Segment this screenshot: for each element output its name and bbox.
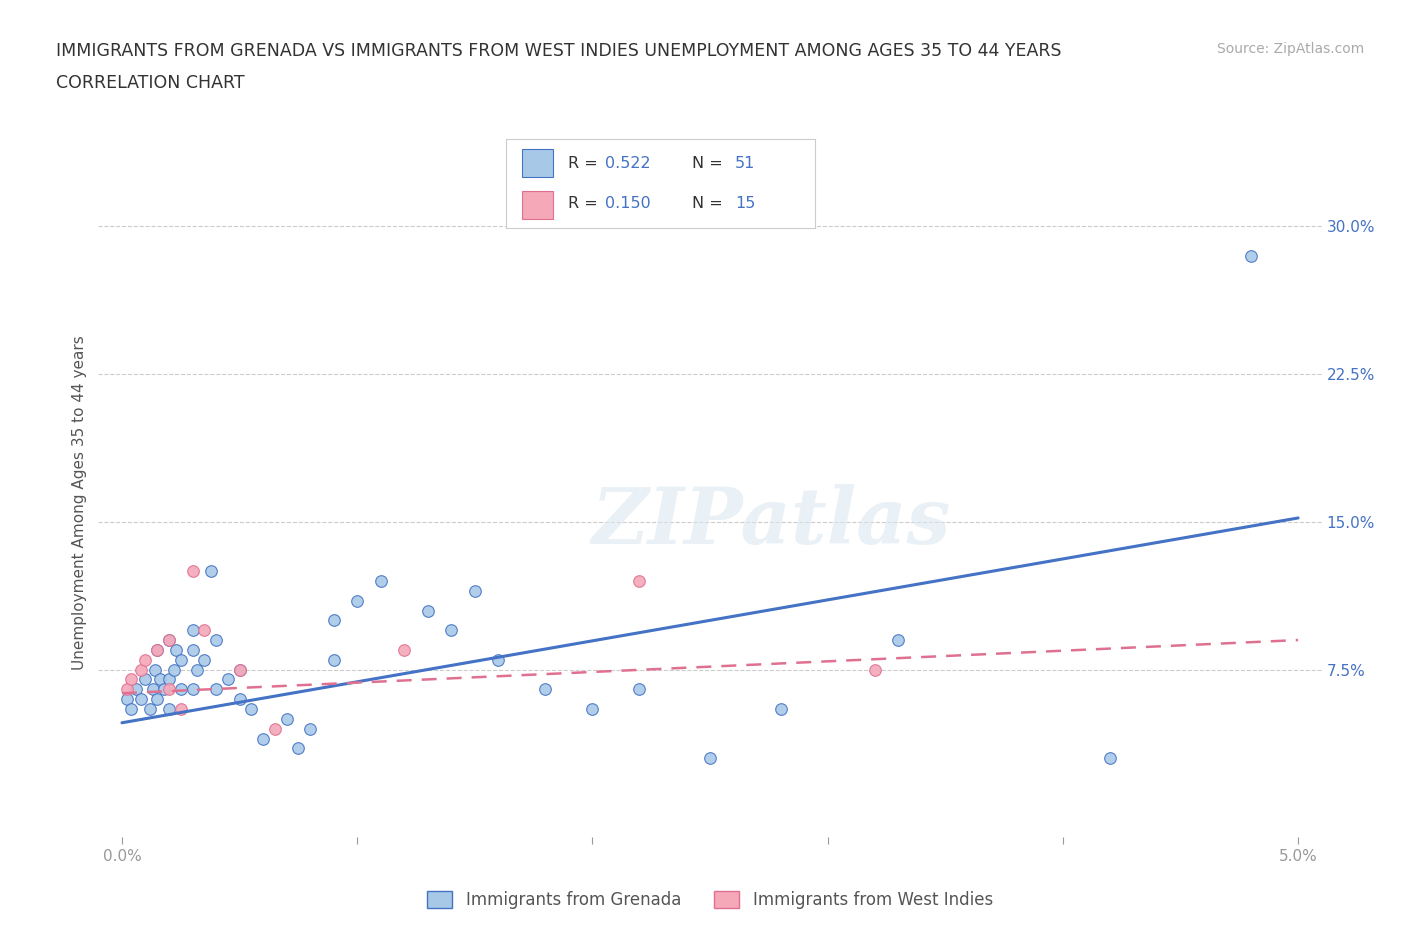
- Point: [120, 672, 142, 687]
- Point: [1098, 751, 1121, 765]
- Point: [322, 613, 344, 628]
- Point: [240, 701, 263, 716]
- Point: [276, 711, 298, 726]
- Point: [252, 731, 274, 746]
- Point: [205, 632, 228, 647]
- Point: [287, 741, 309, 756]
- Point: [143, 662, 166, 677]
- Text: CORRELATION CHART: CORRELATION CHART: [56, 74, 245, 92]
- Point: [141, 682, 163, 697]
- Point: [181, 682, 204, 697]
- Bar: [522, 149, 553, 178]
- Bar: [522, 191, 553, 219]
- Point: [228, 692, 250, 707]
- Point: [628, 574, 651, 589]
- Point: [163, 662, 186, 677]
- Point: [193, 652, 215, 667]
- Point: [193, 623, 215, 638]
- Legend: Immigrants from Grenada, Immigrants from West Indies: Immigrants from Grenada, Immigrants from…: [427, 891, 993, 909]
- Point: [186, 662, 208, 677]
- Text: 51: 51: [735, 156, 755, 171]
- Point: [769, 701, 792, 716]
- Point: [200, 564, 222, 578]
- Point: [115, 692, 138, 707]
- Point: [153, 682, 176, 697]
- Point: [165, 643, 187, 658]
- Point: [228, 662, 250, 677]
- Point: [299, 722, 322, 737]
- Point: [146, 643, 169, 658]
- Point: [129, 662, 152, 677]
- Text: ZIPatlas: ZIPatlas: [592, 484, 950, 561]
- Point: [699, 751, 721, 765]
- Point: [464, 583, 486, 598]
- Point: [120, 701, 142, 716]
- Text: N =: N =: [692, 156, 728, 171]
- Text: N =: N =: [692, 196, 728, 211]
- Point: [263, 722, 285, 737]
- Point: [134, 652, 156, 667]
- Text: 15: 15: [735, 196, 755, 211]
- Point: [157, 632, 180, 647]
- Point: [394, 643, 416, 658]
- Point: [181, 564, 204, 578]
- Point: [125, 682, 148, 697]
- Point: [228, 662, 250, 677]
- Point: [322, 652, 344, 667]
- Point: [157, 701, 180, 716]
- Point: [1240, 248, 1263, 263]
- Point: [146, 692, 169, 707]
- Point: [170, 682, 193, 697]
- Text: Source: ZipAtlas.com: Source: ZipAtlas.com: [1216, 42, 1364, 56]
- Point: [115, 682, 138, 697]
- Point: [157, 682, 180, 697]
- Point: [157, 672, 180, 687]
- Point: [346, 593, 368, 608]
- Point: [416, 603, 439, 618]
- Point: [581, 701, 603, 716]
- Text: IMMIGRANTS FROM GRENADA VS IMMIGRANTS FROM WEST INDIES UNEMPLOYMENT AMONG AGES 3: IMMIGRANTS FROM GRENADA VS IMMIGRANTS FR…: [56, 42, 1062, 60]
- Point: [628, 682, 651, 697]
- Point: [181, 623, 204, 638]
- Point: [887, 632, 910, 647]
- Point: [181, 643, 204, 658]
- Y-axis label: Unemployment Among Ages 35 to 44 years: Unemployment Among Ages 35 to 44 years: [72, 335, 87, 670]
- Point: [205, 682, 228, 697]
- Point: [217, 672, 239, 687]
- Point: [170, 652, 193, 667]
- Point: [863, 662, 886, 677]
- Text: 0.150: 0.150: [605, 196, 651, 211]
- Point: [534, 682, 557, 697]
- Text: 0.522: 0.522: [605, 156, 651, 171]
- Text: R =: R =: [568, 196, 603, 211]
- Point: [157, 632, 180, 647]
- Point: [134, 672, 156, 687]
- Point: [486, 652, 509, 667]
- Point: [146, 643, 169, 658]
- Point: [139, 701, 162, 716]
- Point: [129, 692, 152, 707]
- Text: R =: R =: [568, 156, 603, 171]
- Point: [440, 623, 463, 638]
- Point: [149, 672, 172, 687]
- Point: [170, 701, 193, 716]
- Point: [370, 574, 392, 589]
